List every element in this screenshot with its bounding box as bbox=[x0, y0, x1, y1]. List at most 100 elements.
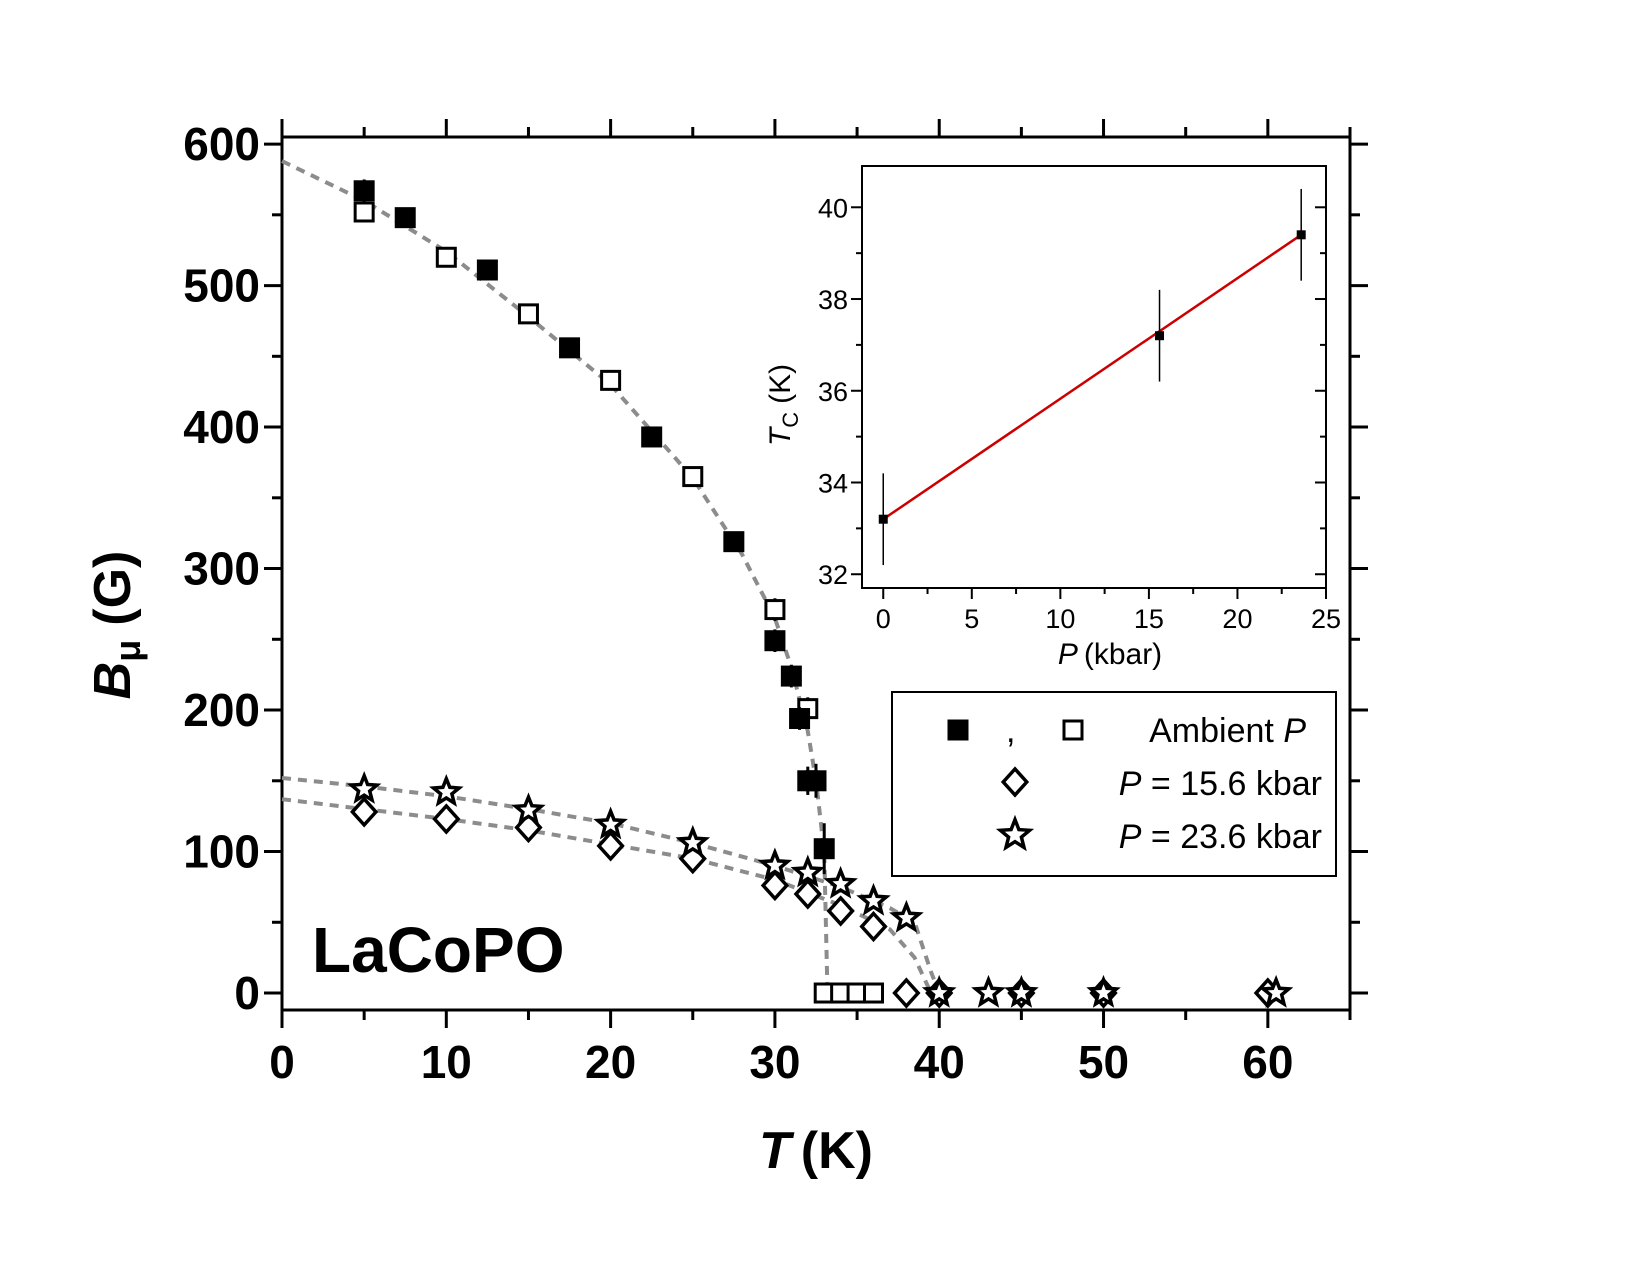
legend-marker-p15 bbox=[1000, 766, 1030, 798]
data-point bbox=[346, 771, 382, 804]
data-point bbox=[429, 773, 464, 807]
y-tick-label: 300 bbox=[183, 543, 260, 595]
data-point bbox=[559, 337, 581, 359]
legend-marker-ambient-filled bbox=[947, 719, 969, 741]
data-point bbox=[641, 426, 663, 448]
inset-y-tick-label: 36 bbox=[818, 377, 848, 407]
data-point bbox=[856, 882, 891, 916]
inset-x-tick-label: 20 bbox=[1222, 604, 1252, 634]
data-point bbox=[394, 207, 416, 229]
data-point bbox=[780, 665, 802, 687]
inset-x-tick-label: 0 bbox=[876, 604, 891, 634]
data-point bbox=[823, 865, 858, 899]
data-point bbox=[760, 869, 790, 902]
data-point bbox=[353, 201, 375, 223]
x-axis-symbol: T bbox=[759, 1122, 795, 1180]
inset-y-tick-label: 38 bbox=[818, 285, 848, 315]
x-tick-label: 40 bbox=[914, 1036, 965, 1088]
inset-plot: 0 5 10 15 20 25 32 34 36 38 40 P (kbar) TC(K) bbox=[764, 165, 1341, 671]
inset-axis-ticks: 0 5 10 15 20 25 32 34 36 38 40 bbox=[818, 193, 1341, 634]
data-point bbox=[1004, 974, 1039, 1008]
x-tick-label: 20 bbox=[585, 1036, 636, 1088]
linear-fit bbox=[882, 233, 1302, 521]
y-axis-subscript: μ bbox=[107, 640, 148, 662]
data-point bbox=[789, 708, 811, 730]
x-axis-unit: (K) bbox=[801, 1122, 873, 1180]
inset-data-points bbox=[878, 188, 1306, 566]
data-point bbox=[793, 878, 822, 910]
y-tick-label: 200 bbox=[183, 684, 260, 736]
y-axis-unit: (G) bbox=[84, 551, 142, 626]
legend-label-ambient: Ambient P bbox=[1149, 712, 1306, 750]
data-point bbox=[889, 899, 924, 933]
data-point bbox=[764, 599, 786, 621]
inset-x-axis-title: P (kbar) bbox=[1058, 638, 1162, 671]
data-point bbox=[892, 977, 921, 1009]
inset-x-tick-label: 15 bbox=[1134, 604, 1164, 634]
data-point bbox=[435, 246, 457, 268]
legend-label-p23: P = 23.6 kbar bbox=[1119, 818, 1322, 856]
y-tick-label: 600 bbox=[183, 118, 260, 170]
y-tick-label: 0 bbox=[234, 967, 260, 1019]
data-point bbox=[593, 806, 628, 840]
ambient-fit bbox=[281, 159, 830, 994]
p23.6-fit bbox=[281, 776, 942, 994]
data-point bbox=[757, 847, 793, 881]
data-point bbox=[790, 854, 826, 888]
inset-fit-line bbox=[882, 233, 1302, 521]
data-point bbox=[353, 180, 375, 202]
data-point bbox=[350, 796, 379, 828]
inset-y-tick-label: 34 bbox=[818, 469, 848, 499]
data-point bbox=[596, 830, 625, 862]
legend-label-p15: P = 15.6 kbar bbox=[1119, 765, 1322, 803]
data-point bbox=[826, 895, 855, 927]
data-point bbox=[859, 910, 888, 943]
x-tick-label: 30 bbox=[749, 1036, 800, 1088]
legend-marker-p23 bbox=[995, 814, 1035, 852]
data-point bbox=[432, 803, 461, 835]
x-tick-label: 10 bbox=[421, 1036, 472, 1088]
inset-data-point bbox=[1296, 230, 1306, 240]
y-tick-label: 400 bbox=[183, 401, 260, 453]
x-tick-label: 50 bbox=[1078, 1036, 1129, 1088]
legend-marker-ambient-open bbox=[1062, 719, 1084, 741]
data-point bbox=[863, 982, 885, 1004]
inset-y-tick-label: 32 bbox=[818, 560, 848, 590]
main-plot-frame bbox=[280, 135, 1352, 1012]
inset-x-tick-label: 10 bbox=[1045, 604, 1075, 634]
data-point bbox=[600, 369, 622, 391]
data-point bbox=[813, 838, 835, 860]
data-point bbox=[1086, 974, 1121, 1008]
main-data-points bbox=[346, 179, 1294, 1009]
main-y-axis-title: Bμ (G) bbox=[84, 551, 148, 700]
inset-y-tick-label: 40 bbox=[818, 193, 848, 223]
inset-data-point bbox=[1155, 331, 1165, 341]
legend-separator: , bbox=[1006, 712, 1015, 750]
data-point bbox=[921, 974, 957, 1008]
data-point bbox=[682, 466, 704, 488]
y-axis-symbol: B bbox=[84, 662, 142, 700]
data-point bbox=[511, 792, 546, 826]
data-point bbox=[971, 974, 1006, 1008]
data-point bbox=[1258, 974, 1294, 1008]
x-tick-label: 60 bbox=[1242, 1036, 1293, 1088]
data-point bbox=[723, 531, 745, 553]
main-x-axis-title: T (K) bbox=[759, 1122, 873, 1180]
data-point bbox=[805, 770, 827, 792]
sample-label: LaCoPO bbox=[312, 914, 564, 986]
inset-x-tick-label: 5 bbox=[964, 604, 979, 634]
y-tick-label: 100 bbox=[183, 826, 260, 878]
legend-markers bbox=[947, 719, 1084, 852]
data-point bbox=[517, 303, 539, 325]
inset-x-tick-label: 25 bbox=[1311, 604, 1341, 634]
y-tick-label: 500 bbox=[183, 260, 260, 312]
data-point bbox=[675, 824, 711, 858]
inset-data-point bbox=[878, 514, 888, 524]
data-point bbox=[764, 630, 786, 652]
inset-y-axis-title: TC(K) bbox=[764, 364, 803, 446]
x-tick-label: 0 bbox=[269, 1036, 295, 1088]
legend: , Ambient P P = 15.6 kbar P = 23.6 kbar bbox=[891, 691, 1337, 877]
